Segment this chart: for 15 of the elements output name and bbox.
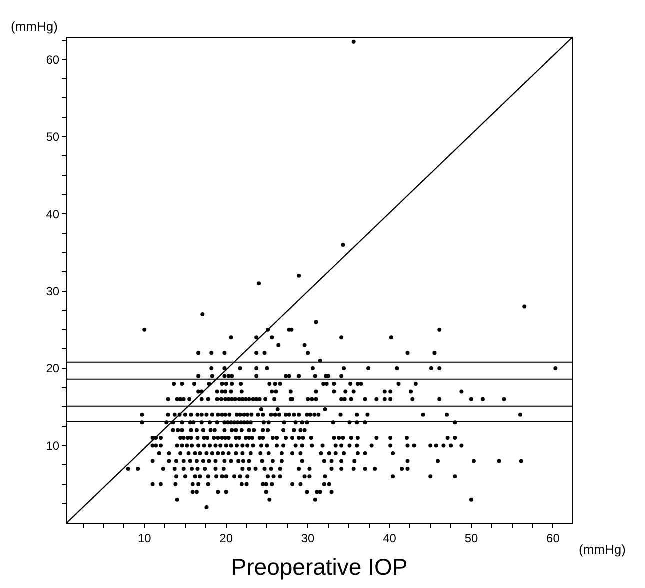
x-tick-label: 50 xyxy=(464,531,478,546)
y-tick-label: 60 xyxy=(46,52,60,67)
y-tick-label: 50 xyxy=(46,130,60,144)
x-tick-label: 60 xyxy=(546,531,560,546)
y-axis-title: (mmHg) xyxy=(11,19,58,34)
y-tick-label: 10 xyxy=(46,438,60,453)
x-axis-title: Preoperative IOP xyxy=(231,554,408,580)
x-tick-label: 10 xyxy=(138,531,152,546)
x-tick-label: 20 xyxy=(220,531,234,546)
y-tick-label: 40 xyxy=(46,207,60,222)
x-tick-label: 30 xyxy=(301,531,316,546)
x-tick-label: 40 xyxy=(383,531,397,546)
y-tick-label: 30 xyxy=(46,284,60,299)
y-tick-label: 20 xyxy=(46,362,60,376)
text: (mmHg) xyxy=(579,542,626,557)
